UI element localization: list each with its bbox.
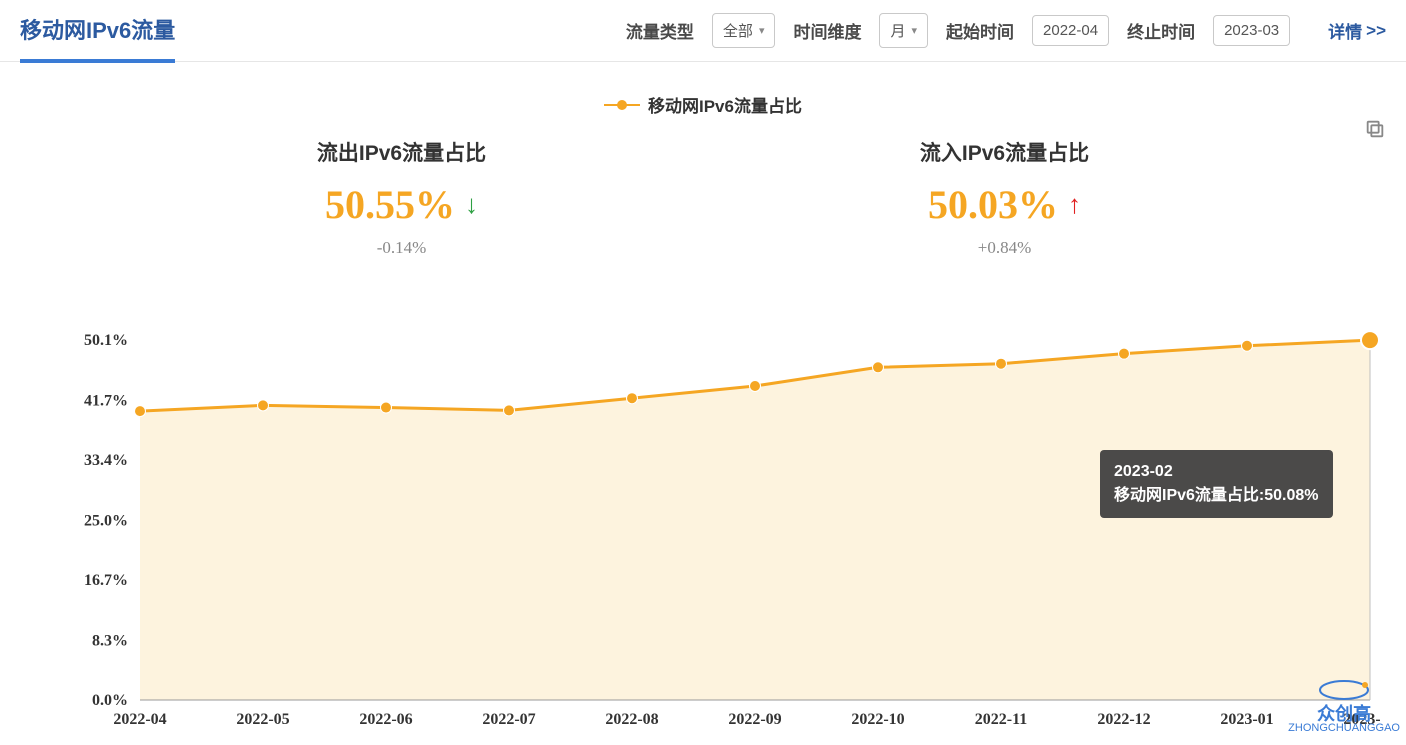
logo-py: ZHONGCHUANGGAO (1288, 723, 1400, 734)
time-dim-select[interactable]: 月 ▾ (879, 13, 928, 48)
svg-text:2022-04: 2022-04 (113, 711, 166, 728)
svg-text:2022-06: 2022-06 (359, 711, 412, 728)
start-time-value: 2022-04 (1043, 22, 1098, 39)
svg-text:2022-05: 2022-05 (236, 711, 289, 728)
arrow-up-icon: ↑ (1068, 190, 1081, 220)
svg-text:25.0%: 25.0% (84, 512, 128, 529)
traffic-type-value: 全部 (723, 20, 753, 41)
svg-text:0.0%: 0.0% (92, 692, 128, 709)
start-time-select[interactable]: 2022-04 (1032, 15, 1109, 46)
chart-area: 0.0% 8.3% 16.7% 25.0% 33.4% 41.7% 50.1% 2022-04… (20, 320, 1380, 740)
kpi-out-delta: -0.14% (317, 238, 486, 258)
kpi-out-number: 50.55% (325, 181, 455, 228)
kpi-out: 流出IPv6流量占比 50.55% ↓ -0.14% (317, 137, 486, 258)
kpi-in-delta: +0.84% (920, 238, 1089, 258)
kpi-in: 流入IPv6流量占比 50.03% ↑ +0.84% (920, 137, 1089, 258)
details-label: 详情 (1328, 18, 1362, 43)
svg-text:2022-09: 2022-09 (728, 711, 781, 728)
legend-series-label: 移动网IPv6流量占比 (648, 92, 802, 117)
details-suffix: >> (1366, 21, 1386, 41)
header-bar: 移动网IPv6流量 流量类型 全部 ▾ 时间维度 月 ▾ 起始时间 2022-0… (0, 0, 1406, 62)
kpi-in-title: 流入IPv6流量占比 (920, 137, 1089, 167)
chart-legend: 移动网IPv6流量占比 (0, 92, 1406, 117)
svg-text:2022-07: 2022-07 (482, 711, 535, 728)
kpi-out-value: 50.55% ↓ (325, 181, 478, 228)
traffic-type-select[interactable]: 全部 ▾ (712, 13, 776, 48)
arrow-down-icon: ↓ (465, 190, 478, 220)
svg-text:33.4%: 33.4% (84, 452, 128, 469)
start-time-label: 起始时间 (946, 18, 1014, 43)
copy-icon[interactable] (1364, 118, 1386, 145)
kpi-out-title: 流出IPv6流量占比 (317, 137, 486, 167)
svg-text:2023-01: 2023-01 (1220, 711, 1273, 728)
time-dim-label: 时间维度 (793, 18, 861, 43)
logo-cn: 众创高 (1288, 705, 1400, 723)
kpi-in-number: 50.03% (928, 181, 1058, 228)
end-time-value: 2023-03 (1224, 22, 1279, 39)
kpi-in-value: 50.03% ↑ (928, 181, 1081, 228)
legend-marker-icon (604, 100, 640, 110)
svg-text:41.7%: 41.7% (84, 392, 128, 409)
chevron-down-icon: ▾ (911, 24, 917, 37)
svg-text:8.3%: 8.3% (92, 632, 128, 649)
end-time-label: 终止时间 (1127, 18, 1195, 43)
svg-text:16.7%: 16.7% (84, 572, 128, 589)
svg-text:2022-12: 2022-12 (1097, 711, 1150, 728)
brand-logo: 众创高 ZHONGCHUANGGAO (1288, 675, 1400, 734)
svg-text:2022-08: 2022-08 (605, 711, 658, 728)
tab-mobile-ipv6[interactable]: 移动网IPv6流量 (20, 13, 175, 63)
time-dim-value: 月 (890, 20, 905, 41)
traffic-type-label: 流量类型 (626, 18, 694, 43)
details-link[interactable]: 详情 >> (1328, 18, 1386, 43)
chevron-down-icon: ▾ (759, 24, 765, 37)
line-chart-svg: 0.0% 8.3% 16.7% 25.0% 33.4% 41.7% 50.1% 2022-04… (20, 320, 1380, 740)
kpi-row: 流出IPv6流量占比 50.55% ↓ -0.14% 流入IPv6流量占比 50… (100, 137, 1306, 258)
svg-text:50.1%: 50.1% (84, 332, 128, 349)
svg-text:2022-10: 2022-10 (851, 711, 904, 728)
filter-row: 流量类型 全部 ▾ 时间维度 月 ▾ 起始时间 2022-04 终止时间 202… (626, 13, 1386, 62)
end-time-select[interactable]: 2023-03 (1213, 15, 1290, 46)
svg-text:2022-11: 2022-11 (975, 711, 1027, 728)
